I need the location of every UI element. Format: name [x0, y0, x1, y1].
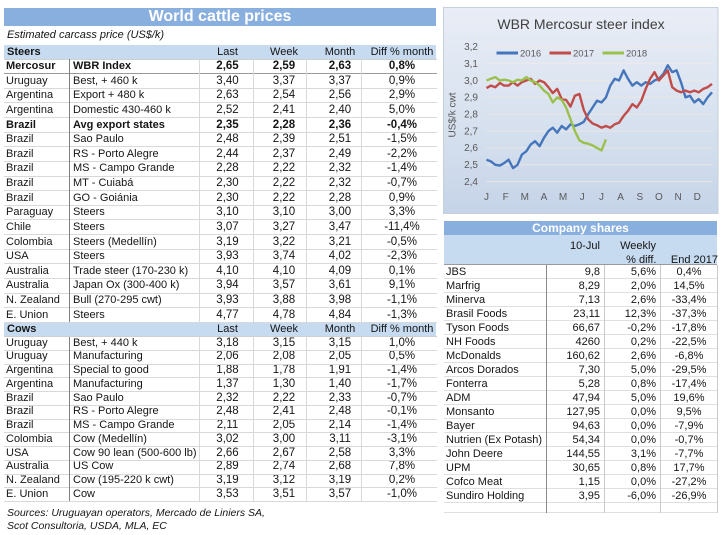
svg-text:2,4: 2,4	[464, 177, 478, 188]
svg-text:2018: 2018	[626, 49, 647, 60]
svg-text:2,9: 2,9	[464, 93, 478, 104]
svg-text:WBR Mercosur steer index: WBR Mercosur steer index	[497, 16, 664, 32]
svg-text:M: M	[559, 192, 567, 203]
svg-text:J: J	[599, 192, 604, 203]
svg-text:2,5: 2,5	[464, 160, 478, 171]
svg-text:2,8: 2,8	[464, 110, 478, 121]
svg-text:A: A	[541, 192, 548, 203]
svg-text:S: S	[636, 192, 643, 203]
svg-text:N: N	[674, 192, 681, 203]
svg-text:O: O	[655, 192, 663, 203]
svg-text:J: J	[484, 192, 489, 203]
svg-text:US$/k cwt: US$/k cwt	[448, 92, 459, 137]
svg-text:2,6: 2,6	[464, 143, 478, 154]
svg-text:A: A	[617, 192, 624, 203]
svg-text:3,0: 3,0	[464, 76, 478, 87]
svg-text:3,2: 3,2	[464, 42, 478, 53]
svg-text:2016: 2016	[520, 49, 541, 60]
svg-text:2017: 2017	[573, 49, 594, 60]
svg-text:3,1: 3,1	[464, 59, 478, 70]
svg-text:J: J	[580, 192, 585, 203]
svg-text:M: M	[521, 192, 529, 203]
svg-text:2,7: 2,7	[464, 126, 478, 137]
svg-text:D: D	[694, 192, 701, 203]
svg-text:F: F	[503, 192, 509, 203]
